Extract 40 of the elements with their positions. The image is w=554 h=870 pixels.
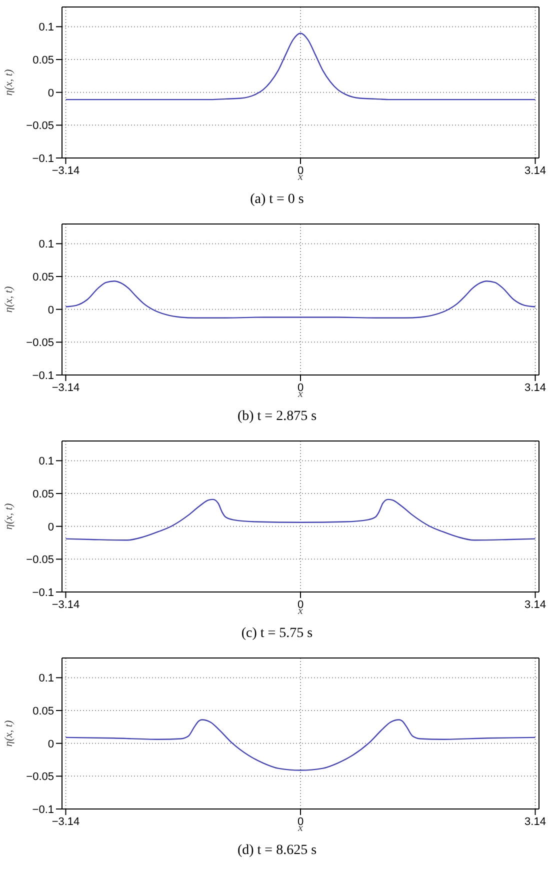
y-tick-label: −0.05	[26, 120, 54, 132]
y-tick-label: −0.05	[26, 337, 54, 350]
text: (b) t = 2.875 s	[236, 409, 318, 425]
y-tick-label: 0.1	[38, 238, 54, 251]
y-tick-label: 0	[48, 738, 54, 750]
y-tick-label: 0.1	[38, 456, 54, 468]
y-tick-label: 0.1	[38, 672, 54, 685]
x-tick-label: −3.14	[52, 382, 80, 394]
y-axis-title: η(x, t)	[2, 286, 15, 313]
x-tick-label: −3.14	[52, 164, 80, 177]
x-tick-label: 3.14	[524, 598, 546, 611]
y-axis-title: η(x, t)	[2, 720, 15, 747]
text: (d) t = 8.625 s	[236, 843, 318, 859]
x-tick-label: 3.14	[524, 382, 546, 394]
y-tick-label: 0.05	[32, 488, 54, 500]
x-tick-label: 3.14	[524, 816, 546, 828]
y-tick-label: −0.1	[32, 586, 54, 599]
y-tick-label: −0.05	[26, 554, 54, 566]
x-tick-label: 3.14	[524, 164, 546, 177]
text: (a) t = 0 s	[249, 192, 305, 208]
x-tick-label: −3.14	[52, 816, 80, 828]
y-tick-label: 0.05	[32, 54, 54, 66]
y-tick-label: 0.05	[32, 705, 54, 718]
line-series	[65, 498, 536, 541]
text: (c) t = 5.75 s	[240, 626, 314, 642]
y-tick-label: −0.05	[26, 771, 54, 784]
y-tick-label: 0	[48, 87, 54, 100]
y-tick-label: 0	[48, 521, 54, 534]
y-tick-label: 0.1	[38, 22, 54, 34]
y-tick-label: 0	[48, 304, 54, 316]
line-series	[65, 719, 536, 771]
x-tick-label: −3.14	[52, 598, 80, 611]
line-series	[65, 32, 536, 100]
line-series	[65, 280, 536, 318]
y-tick-label: −0.1	[32, 804, 54, 816]
y-tick-label: −0.1	[32, 370, 54, 382]
y-tick-label: 0.05	[32, 271, 54, 284]
y-axis-title: η(x, t)	[2, 69, 15, 96]
y-axis-title: η(x, t)	[2, 503, 15, 530]
y-tick-label: −0.1	[32, 152, 54, 165]
